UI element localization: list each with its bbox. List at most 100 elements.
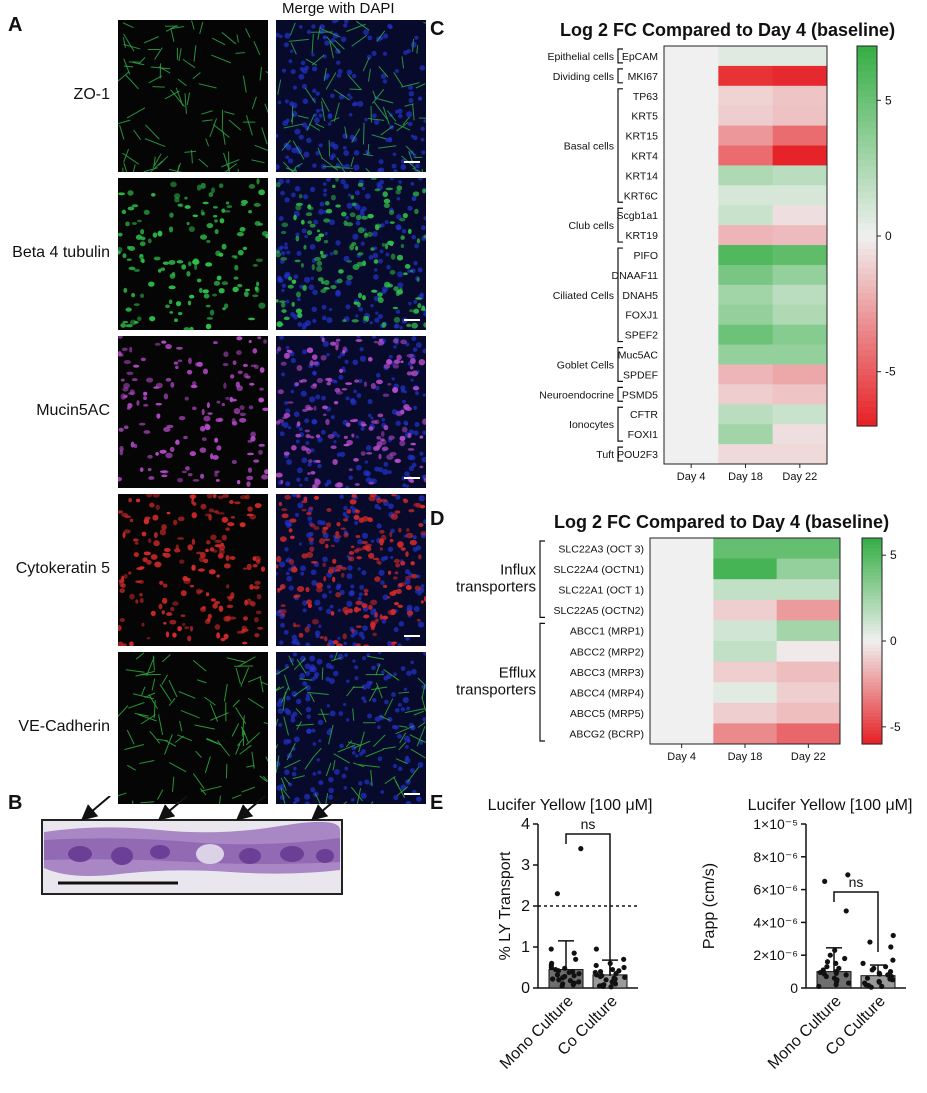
- heatmap-cell: [718, 165, 774, 186]
- heatmap-cell: [772, 105, 828, 127]
- micrograph-channel: [118, 178, 268, 330]
- data-point: [890, 932, 896, 939]
- group-bracket: [617, 68, 623, 84]
- data-point: [877, 971, 883, 977]
- gene-label: SLC22A4 (OCTN1): [554, 564, 644, 576]
- micrograph-texture: [276, 178, 426, 330]
- y-tick-label: 1×10⁻⁵: [753, 816, 798, 832]
- data-point: [883, 964, 889, 970]
- heatmap-cell: [772, 284, 828, 306]
- heatmap-cell: [776, 538, 841, 560]
- gene-label: ABCC1 (MRP1): [570, 626, 644, 638]
- data-point: [608, 984, 614, 990]
- gene-label: TP63: [633, 91, 658, 103]
- micrograph-texture: [276, 20, 426, 172]
- column-label: Day 22: [791, 751, 826, 763]
- heatmap-cell: [718, 444, 774, 465]
- colorbar-tick: 0: [885, 229, 892, 243]
- chart-title: Lucifer Yellow [100 μM]: [748, 797, 913, 814]
- data-point: [842, 955, 848, 962]
- colorbar-tick: 0: [890, 634, 897, 648]
- arrow-icon: [310, 795, 341, 821]
- nucleus: [150, 845, 170, 859]
- heatmap-cell: [718, 65, 774, 87]
- heatmap-cell: [664, 105, 719, 127]
- significance-bracket: [565, 833, 611, 976]
- y-tick-label: 2: [521, 898, 530, 915]
- heatmap-cell: [776, 620, 841, 642]
- merge-header: Merge with DAPI: [282, 0, 395, 17]
- group-label: transporters: [456, 682, 536, 699]
- heatmap-cell: [664, 284, 719, 306]
- data-point: [593, 962, 599, 969]
- heatmap-cell: [664, 424, 719, 445]
- group-label: Basal cells: [564, 141, 614, 153]
- heatmap-cell: [664, 225, 719, 246]
- group-label: transporters: [456, 579, 536, 596]
- micrograph-merge: [276, 494, 426, 646]
- micrograph-merge: [276, 336, 426, 488]
- heatmap-cell: [664, 324, 719, 346]
- data-point: [889, 977, 896, 983]
- data-point: [832, 947, 838, 953]
- data-point: [566, 969, 572, 976]
- heatmap-cell: [718, 105, 774, 127]
- data-point: [845, 872, 851, 878]
- heatmap-cell: [772, 264, 828, 286]
- chart-title: Lucifer Yellow [100 μM]: [488, 797, 653, 814]
- heatmap-cell: [650, 579, 714, 601]
- heatmap-cell: [772, 404, 828, 425]
- heatmap-cell: [664, 384, 719, 405]
- data-point: [571, 950, 577, 956]
- heatmap-cell: [776, 661, 841, 683]
- gene-label: KRT15: [626, 131, 659, 143]
- heatmap-cell: [718, 245, 774, 266]
- heatmap-cell: [772, 344, 828, 365]
- data-point: [578, 846, 584, 852]
- data-point: [843, 908, 849, 914]
- heatmap-cell: [664, 364, 719, 385]
- group-bracket: [539, 540, 545, 618]
- micrograph-texture: [276, 336, 426, 488]
- data-point: [876, 979, 882, 985]
- arrow-icon: [157, 795, 188, 821]
- arrow-icon: [80, 795, 111, 821]
- heatmap-cell: [772, 225, 828, 246]
- heatmap-cell: [776, 579, 841, 601]
- data-point: [864, 975, 871, 981]
- y-tick-label: 8×10⁻⁶: [753, 849, 798, 865]
- heatmap-cell: [718, 424, 774, 445]
- gene-label: Scgb1a1: [617, 210, 659, 222]
- micrograph-texture: [118, 20, 268, 172]
- heatmap-cell: [772, 444, 828, 465]
- data-point: [559, 983, 565, 989]
- gene-label: KRT6C: [624, 190, 659, 202]
- y-tick-label: 3: [521, 857, 530, 874]
- gene-label: DNAAF11: [612, 270, 659, 282]
- data-point: [833, 960, 839, 966]
- heatmap-cell: [772, 245, 828, 266]
- heatmap-cell: [772, 424, 828, 445]
- row-label: Beta 4 tubulin: [12, 244, 110, 261]
- micrograph-channel: [118, 494, 268, 646]
- heatmap-cell: [713, 641, 778, 663]
- y-tick-label: 0: [790, 980, 798, 996]
- heatmap-cell: [650, 538, 714, 560]
- heatmap-cell: [718, 46, 774, 67]
- heatmap-cell: [664, 145, 719, 166]
- micrograph-texture: [276, 652, 426, 804]
- data-point: [548, 946, 554, 952]
- data-point: [890, 957, 896, 963]
- panel-letter-d: D: [430, 508, 445, 530]
- micrograph-merge: [276, 178, 426, 330]
- heatmap-cell: [713, 620, 778, 642]
- heatmap-cell: [664, 344, 719, 365]
- category-label: Mono Culture: [497, 993, 577, 1073]
- data-point: [827, 952, 833, 958]
- heatmap-cell: [664, 125, 719, 147]
- significance-label: ns: [581, 816, 596, 832]
- heatmap-cell: [718, 304, 774, 326]
- group-label: Efflux: [499, 665, 537, 682]
- gene-label: FOXI1: [628, 429, 659, 441]
- data-point: [621, 956, 627, 962]
